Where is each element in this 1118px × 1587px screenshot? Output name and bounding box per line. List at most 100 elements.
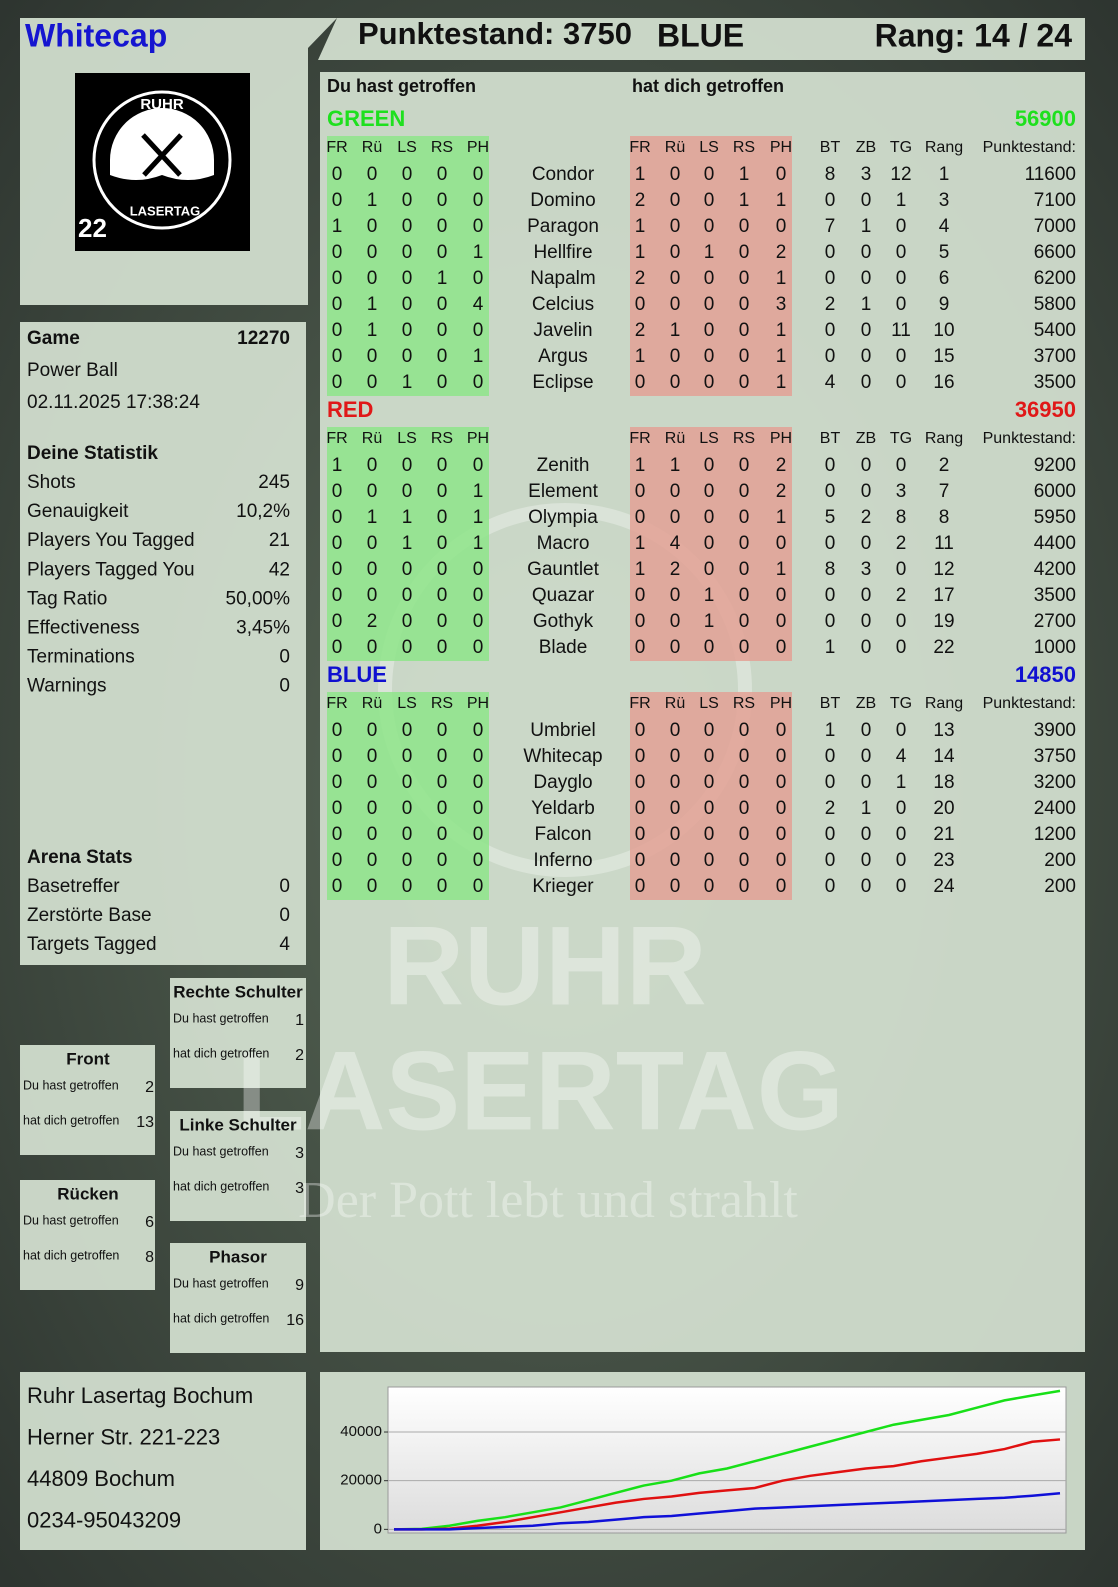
cell: 0: [473, 720, 484, 741]
cell: 0: [402, 164, 413, 185]
cell: 0: [776, 798, 787, 819]
column-header: TG: [890, 430, 912, 447]
cell: 1: [437, 268, 448, 289]
cell: 0: [402, 772, 413, 793]
arena-label: Basetreffer: [27, 876, 120, 897]
cell: 4: [896, 746, 907, 767]
cell: 0: [332, 876, 343, 897]
column-header: PH: [467, 695, 489, 712]
cell: 0: [861, 611, 872, 632]
stat-label: Players Tagged You: [27, 559, 195, 580]
y-tick-label: 20000: [340, 1472, 382, 1489]
cell: 23: [933, 850, 954, 871]
cell: 0: [739, 746, 750, 767]
cell: 1: [473, 481, 484, 502]
stat-label: Players You Tagged: [27, 530, 195, 551]
cell: 1: [635, 216, 646, 237]
cell: 0: [739, 346, 750, 367]
cell: 0: [473, 320, 484, 341]
cell: 3: [861, 164, 872, 185]
player-score: 4400: [1034, 533, 1076, 554]
arena-value: 0: [279, 876, 290, 897]
player-score: 6600: [1034, 242, 1076, 263]
column-header: ZB: [856, 430, 876, 447]
cell: 0: [367, 824, 378, 845]
cell: 0: [776, 533, 787, 554]
cell: 0: [861, 746, 872, 767]
cell: 0: [670, 268, 681, 289]
cell: 0: [367, 216, 378, 237]
cell: 0: [825, 320, 836, 341]
cell: 0: [367, 850, 378, 871]
player-score: 11600: [1025, 164, 1076, 185]
cell: 0: [704, 824, 715, 845]
player-name: Krieger: [532, 876, 594, 897]
zone-value: 3: [295, 1180, 304, 1197]
cell: 0: [332, 746, 343, 767]
column-header: ZB: [856, 695, 876, 712]
cell: 0: [437, 746, 448, 767]
series-line: [393, 1389, 1061, 1531]
cell: 0: [704, 720, 715, 741]
player-score: 1200: [1034, 824, 1076, 845]
cell: 2: [670, 559, 681, 580]
cell: 0: [861, 772, 872, 793]
column-header: BT: [820, 139, 841, 156]
cell: 2: [939, 455, 950, 476]
cell: 1: [776, 268, 787, 289]
cell: 0: [367, 772, 378, 793]
column-header: Punktestand:: [983, 139, 1076, 156]
column-header: TG: [890, 139, 912, 156]
stat-value: 245: [258, 472, 290, 493]
cell: 22: [933, 637, 954, 658]
cell: 0: [739, 455, 750, 476]
cell: 4: [825, 372, 836, 393]
cell: 0: [704, 533, 715, 554]
cell: 0: [473, 216, 484, 237]
cell: 0: [776, 611, 787, 632]
cell: 0: [825, 481, 836, 502]
cell: 0: [704, 190, 715, 211]
cell: 0: [776, 850, 787, 871]
cell: 17: [933, 585, 954, 606]
stat-value: 0: [279, 676, 290, 697]
cell: 0: [402, 190, 413, 211]
cell: 0: [776, 164, 787, 185]
cell: 1: [367, 320, 378, 341]
zone-box: [170, 978, 306, 1088]
player-score: 3750: [1034, 746, 1076, 767]
column-header: FR: [629, 430, 650, 447]
address-line: Herner Str. 221-223: [27, 1424, 220, 1449]
cell: 1: [332, 216, 343, 237]
cell: 0: [739, 720, 750, 741]
cell: 0: [739, 533, 750, 554]
cell: 2: [776, 481, 787, 502]
cell: 0: [896, 268, 907, 289]
player-name: Gothyk: [533, 611, 594, 632]
zone-label: Du hast getroffen: [23, 1078, 119, 1092]
cell: 0: [739, 798, 750, 819]
game-mode: Power Ball: [27, 360, 118, 381]
cell: 0: [437, 559, 448, 580]
cell: 1: [739, 190, 750, 211]
column-header: LS: [699, 430, 719, 447]
cell: 0: [402, 850, 413, 871]
cell: 0: [402, 876, 413, 897]
cell: 0: [332, 507, 343, 528]
cell: 1: [402, 507, 413, 528]
cell: 0: [332, 320, 343, 341]
player-name: Whitecap: [523, 746, 602, 767]
player-score: 2700: [1034, 611, 1076, 632]
cell: 8: [825, 559, 836, 580]
stat-value: 42: [269, 559, 290, 580]
cell: 0: [739, 824, 750, 845]
cell: 6: [939, 268, 950, 289]
player-score: 3500: [1034, 585, 1076, 606]
cell: 0: [332, 772, 343, 793]
cell: 0: [332, 481, 343, 502]
cell: 2: [896, 585, 907, 606]
cell: 0: [437, 507, 448, 528]
cell: 0: [739, 585, 750, 606]
cell: 0: [739, 559, 750, 580]
cell: 0: [635, 637, 646, 658]
